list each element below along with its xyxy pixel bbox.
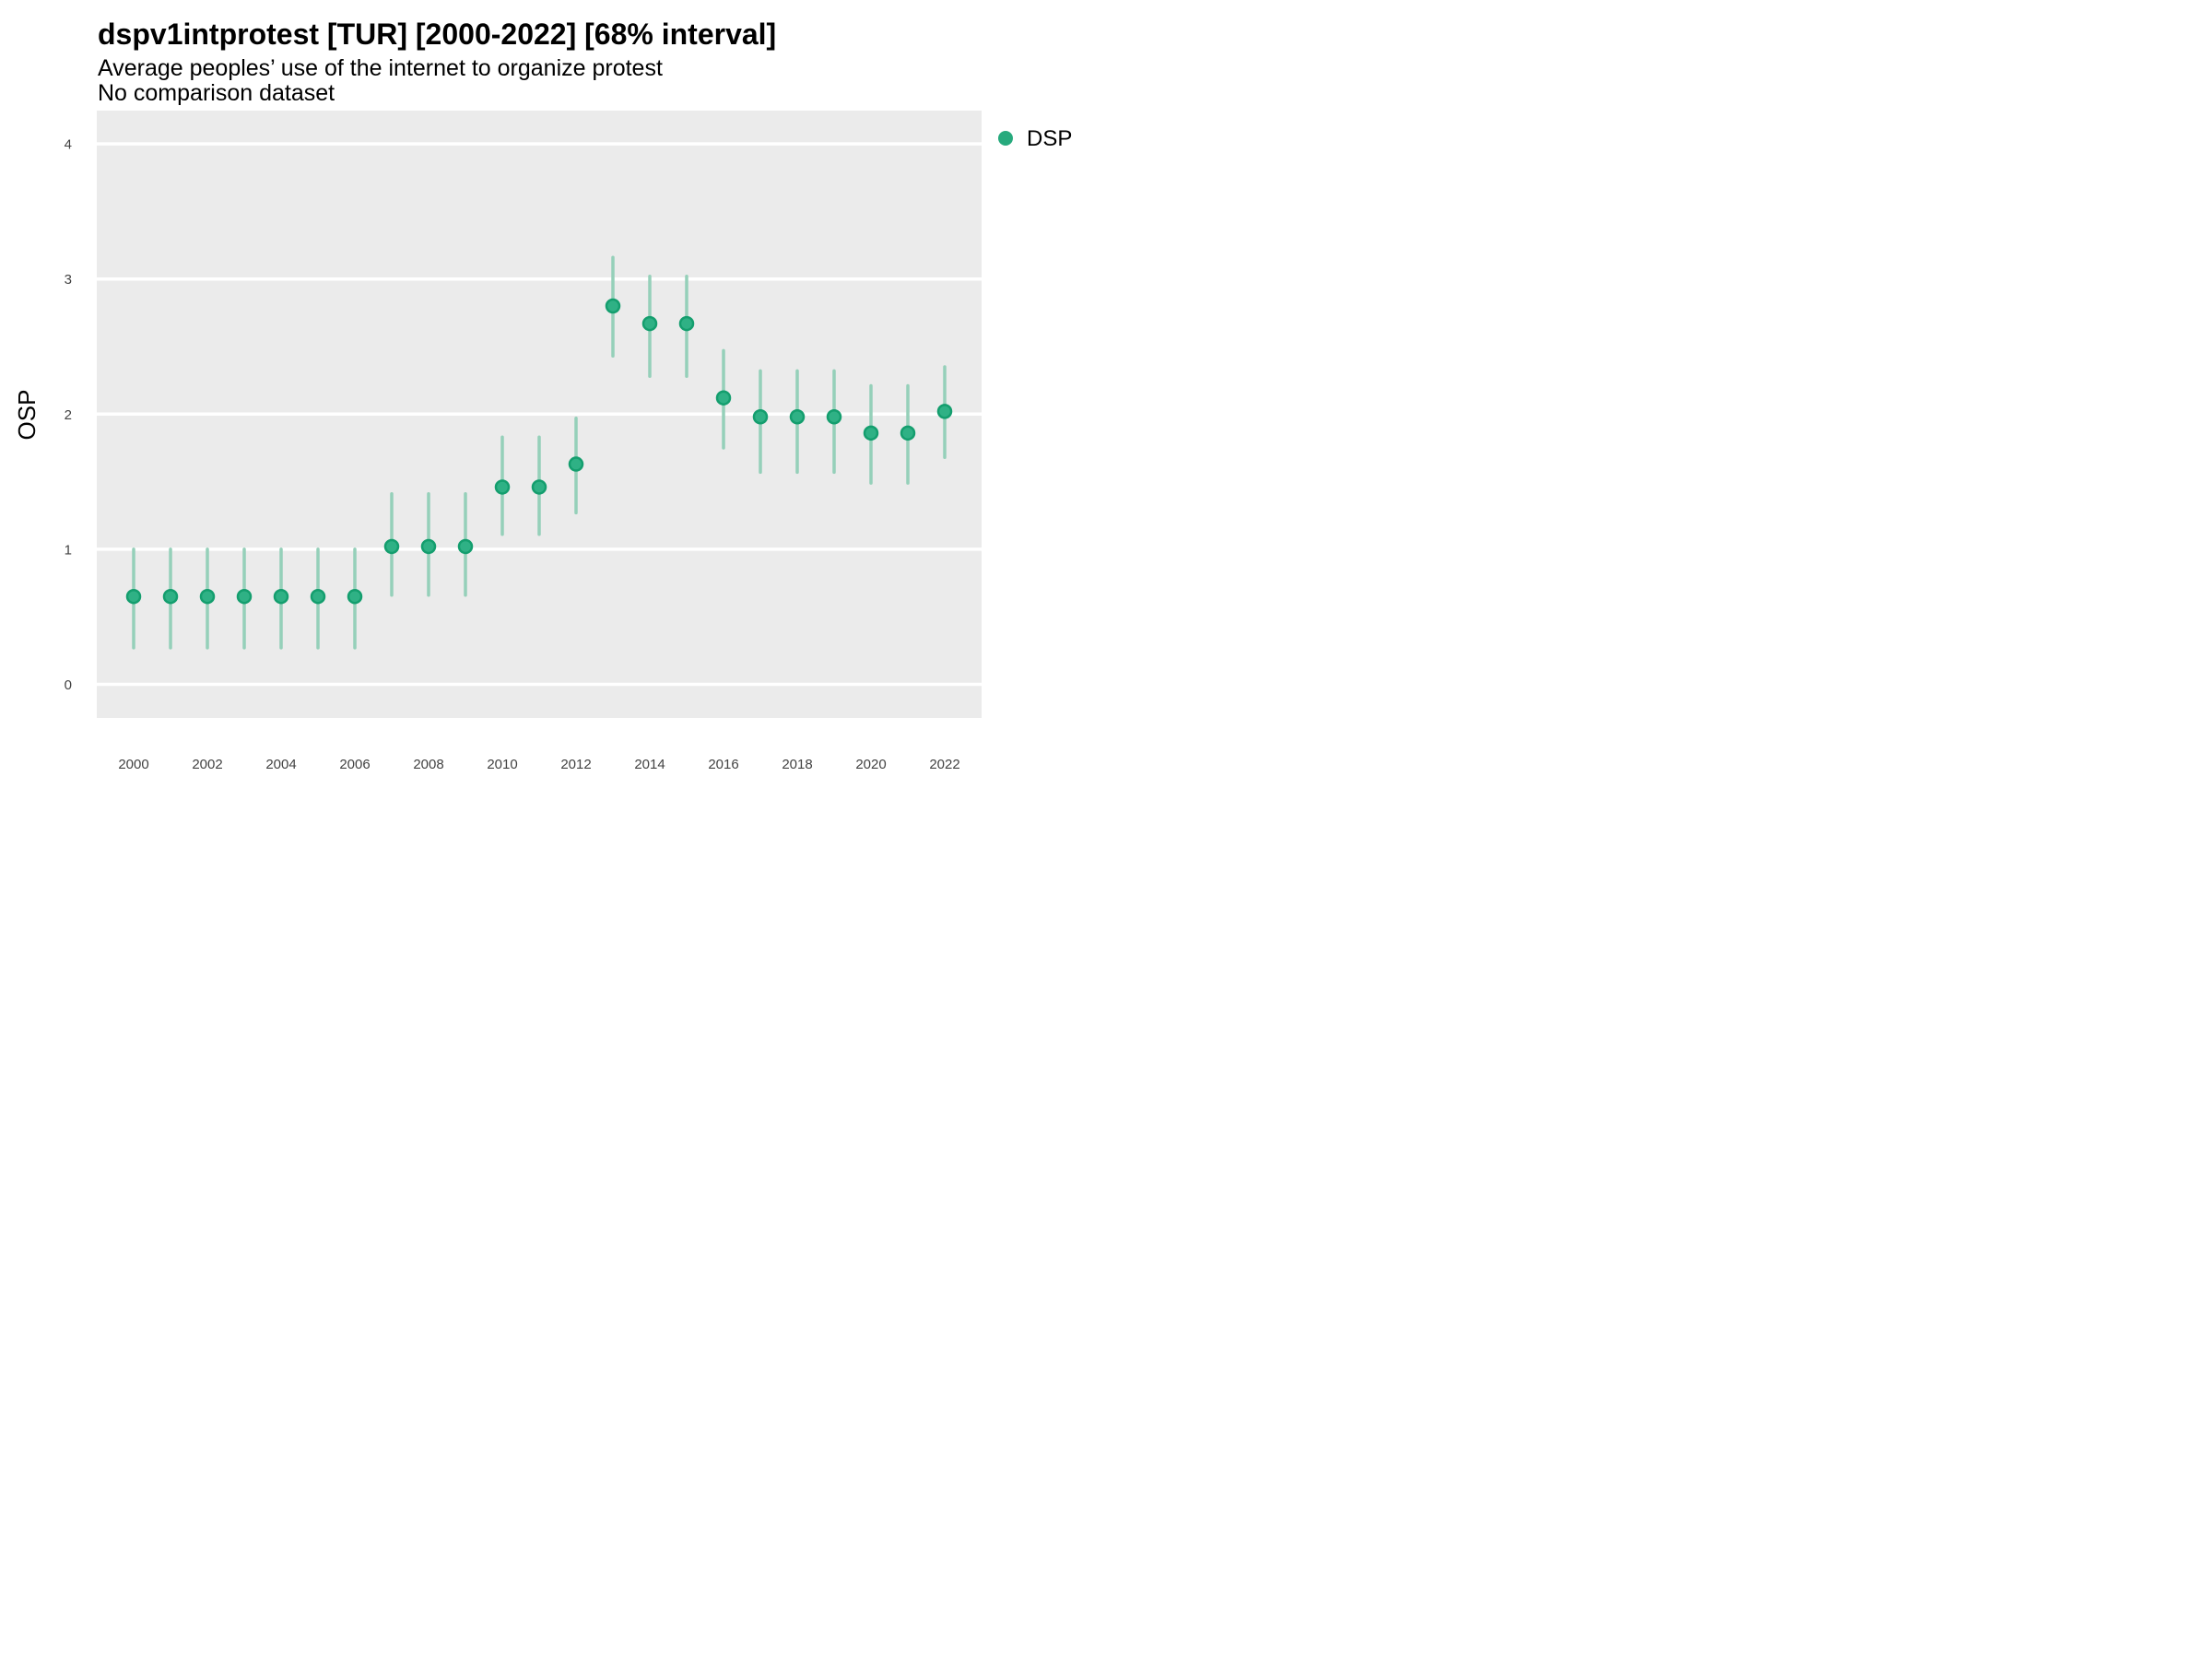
data-point-2008 — [420, 538, 437, 555]
y-tick-label-0: 0 — [65, 677, 72, 693]
chart-subtitle: Average peoples’ use of the internet to … — [98, 55, 663, 81]
data-point-2000 — [125, 588, 142, 605]
legend-label: DSP — [1027, 126, 1072, 151]
data-point-2016 — [715, 390, 732, 406]
data-point-2015 — [678, 315, 695, 332]
data-point-2019 — [826, 408, 842, 425]
data-point-2006 — [347, 588, 363, 605]
y-tick-label-2: 2 — [65, 407, 72, 423]
y-axis-tick-labels: 0 1 2 3 4 — [65, 137, 72, 693]
data-point-2001 — [162, 588, 179, 605]
legend-dot-icon — [998, 131, 1013, 146]
data-point-2020 — [863, 425, 879, 441]
x-tick-label-2022: 2022 — [929, 757, 959, 772]
x-axis-tick-labels: 2000 2002 2004 2006 2008 2010 2012 2014 2016 2018… — [118, 757, 959, 772]
data-point-2022 — [936, 404, 953, 419]
data-point-2012 — [568, 456, 584, 472]
x-tick-label-2002: 2002 — [192, 757, 222, 772]
x-tick-label-2020: 2020 — [855, 757, 886, 772]
data-point-2018 — [789, 408, 806, 425]
data-point-2010 — [494, 479, 511, 495]
series-dsp — [125, 255, 953, 650]
x-tick-label-2008: 2008 — [413, 757, 443, 772]
x-tick-label-2004: 2004 — [265, 757, 296, 772]
data-point-2007 — [383, 538, 400, 555]
data-point-2013 — [605, 298, 621, 314]
data-point-2004 — [273, 588, 289, 605]
data-point-2002 — [199, 588, 216, 605]
comparison-note: No comparison dataset — [98, 80, 335, 106]
y-tick-label-1: 1 — [65, 542, 72, 558]
data-point-2009 — [457, 538, 474, 555]
data-point-2021 — [900, 425, 916, 441]
data-point-2014 — [641, 315, 658, 332]
x-tick-label-2006: 2006 — [339, 757, 370, 772]
x-tick-label-2016: 2016 — [708, 757, 738, 772]
x-tick-label-2012: 2012 — [560, 757, 591, 772]
x-tick-label-2010: 2010 — [487, 757, 517, 772]
legend: DSP — [998, 126, 1072, 151]
x-tick-label-2014: 2014 — [634, 757, 665, 772]
data-point-2005 — [310, 588, 326, 605]
y-tick-label-4: 4 — [65, 137, 72, 153]
x-tick-label-2000: 2000 — [118, 757, 148, 772]
page-title: dspv1intprotest [TUR] [2000-2022] [68% i… — [98, 18, 776, 51]
data-point-2011 — [531, 479, 547, 495]
data-point-2017 — [752, 408, 769, 425]
y-axis-title: OSP — [13, 390, 41, 441]
x-tick-label-2018: 2018 — [782, 757, 812, 772]
y-tick-label-3: 3 — [65, 272, 72, 288]
data-point-2003 — [236, 588, 253, 605]
